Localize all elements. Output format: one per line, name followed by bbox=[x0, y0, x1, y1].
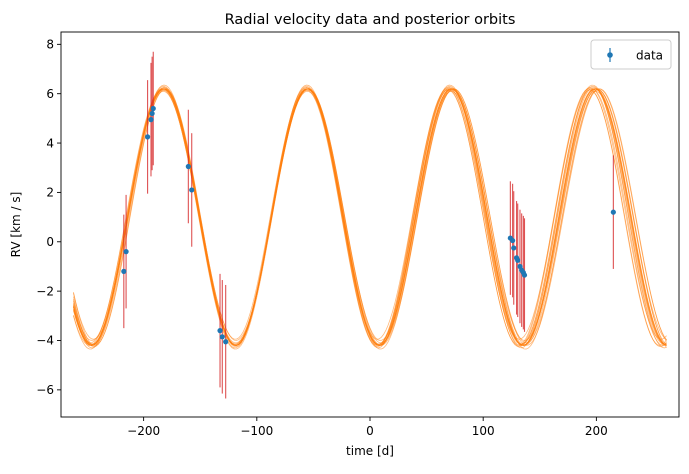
data-point bbox=[189, 187, 195, 193]
y-tick-label: 0 bbox=[46, 235, 54, 249]
x-tick-label: 0 bbox=[366, 424, 374, 438]
data-point bbox=[223, 339, 229, 345]
data-point bbox=[148, 117, 154, 123]
data-point bbox=[521, 272, 528, 278]
y-tick-label: 2 bbox=[46, 186, 54, 200]
data-points bbox=[121, 105, 616, 345]
data-point bbox=[185, 163, 191, 170]
posterior-orbit-curve bbox=[73, 88, 667, 346]
y-tick-label: −4 bbox=[36, 334, 54, 348]
x-tick-label: −100 bbox=[240, 424, 273, 438]
y-axis-label: RV [km / s] bbox=[9, 192, 23, 258]
posterior-orbit-curve bbox=[73, 85, 667, 349]
x-tick-label: −200 bbox=[127, 424, 160, 438]
x-axis-ticks: −200 −100 0 100 200 bbox=[127, 417, 608, 438]
posterior-orbit-curve bbox=[73, 88, 667, 346]
y-axis-ticks: −6 −4 −2 0 2 4 6 8 bbox=[36, 38, 61, 397]
y-tick-label: −2 bbox=[36, 284, 54, 298]
data-point bbox=[219, 334, 225, 340]
data-point bbox=[217, 328, 223, 334]
data-point bbox=[121, 268, 127, 274]
legend-box bbox=[590, 39, 672, 70]
x-tick-label: 100 bbox=[472, 424, 495, 438]
posterior-orbit-curve bbox=[73, 88, 667, 346]
legend-point-marker bbox=[607, 52, 613, 58]
plot-frame bbox=[60, 31, 680, 418]
data-point bbox=[149, 110, 155, 117]
y-tick-label: 4 bbox=[46, 136, 54, 150]
data-point bbox=[610, 209, 616, 215]
data-point bbox=[150, 105, 156, 112]
y-tick-label: 8 bbox=[46, 38, 54, 52]
x-axis-label: time [d] bbox=[346, 444, 394, 458]
chart-title: Radial velocity data and posterior orbit… bbox=[225, 12, 516, 28]
legend: data bbox=[590, 39, 672, 70]
data-point bbox=[510, 237, 516, 244]
data-point bbox=[123, 249, 129, 255]
y-tick-label: 6 bbox=[46, 87, 54, 101]
posterior-orbits bbox=[73, 84, 667, 350]
y-tick-label: −6 bbox=[36, 383, 54, 397]
plot-area bbox=[61, 32, 679, 417]
x-tick-label: 200 bbox=[585, 424, 608, 438]
data-point bbox=[515, 257, 521, 263]
data-point bbox=[511, 245, 517, 251]
data-point bbox=[144, 134, 151, 140]
legend-entry-data: data bbox=[636, 49, 663, 63]
